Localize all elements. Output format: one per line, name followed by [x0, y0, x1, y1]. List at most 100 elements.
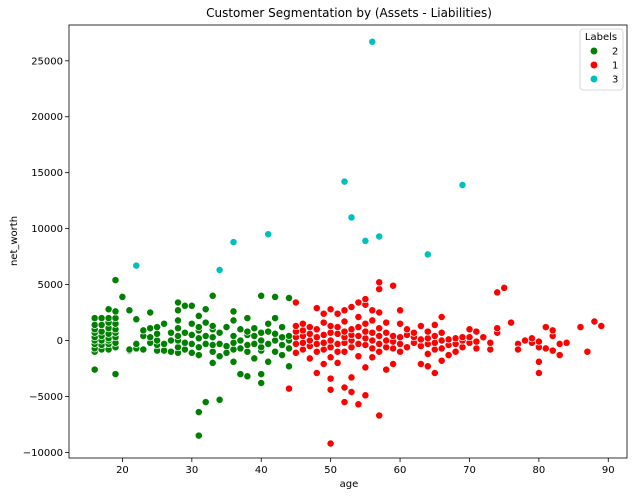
data-point-label-2	[187, 301, 196, 310]
data-point-label-2	[111, 314, 120, 323]
data-point-label-1	[361, 295, 370, 304]
data-point-label-2	[250, 339, 259, 348]
x-tick-label: 80	[532, 465, 545, 476]
data-point-label-2	[271, 336, 280, 345]
data-point-label-1	[444, 351, 453, 360]
data-point-label-1	[409, 328, 418, 337]
x-tick-label: 20	[116, 465, 129, 476]
data-point-label-1	[521, 336, 529, 345]
data-point-label-1	[430, 320, 439, 329]
legend: Labels 2 1 3	[579, 28, 624, 91]
data-point-label-2	[229, 316, 238, 325]
x-tick-label: 40	[255, 465, 268, 476]
data-point-label-1	[375, 332, 384, 340]
data-point-label-2	[229, 357, 238, 366]
data-point-label-1	[312, 304, 321, 313]
data-point-label-1	[340, 347, 349, 356]
data-point-label-2	[250, 332, 259, 340]
data-point-label-1	[319, 345, 328, 354]
data-point-label-1	[347, 373, 356, 382]
data-point-label-2	[125, 306, 134, 315]
data-point-label-2	[174, 306, 182, 315]
data-point-label-2	[139, 345, 148, 354]
data-point-label-2	[194, 351, 203, 360]
data-point-label-1	[430, 332, 439, 340]
data-point-label-2	[208, 333, 217, 342]
data-point-label-1	[493, 324, 502, 333]
data-point-label-2	[264, 339, 273, 348]
data-point-label-1	[319, 318, 328, 327]
x-tick-label: 60	[394, 465, 407, 476]
data-point-label-3	[368, 37, 377, 46]
data-point-label-2	[236, 336, 245, 345]
data-point-label-1	[472, 327, 481, 336]
y-tick-label: 10000	[31, 224, 63, 235]
legend-entries: 2 1 3	[589, 47, 618, 86]
data-point-label-2	[194, 311, 203, 320]
data-point-label-2	[243, 314, 252, 323]
data-point-label-2	[264, 357, 273, 366]
data-point-label-1	[347, 303, 356, 311]
data-point-label-3	[132, 261, 141, 270]
data-point-label-1	[493, 288, 502, 297]
data-point-label-1	[333, 309, 342, 318]
data-point-label-2	[174, 324, 182, 333]
data-point-label-1	[416, 322, 425, 330]
data-point-label-1	[527, 334, 536, 343]
data-point-label-1	[333, 339, 342, 348]
data-point-label-2	[90, 314, 99, 323]
data-point-label-1	[312, 369, 321, 377]
data-point-label-1	[326, 385, 335, 394]
data-point-label-2	[285, 332, 293, 340]
data-point-label-1	[437, 356, 446, 365]
data-point-label-3	[340, 177, 349, 186]
data-point-label-1	[333, 329, 342, 338]
data-point-label-2	[194, 334, 203, 343]
data-point-label-2	[201, 339, 210, 348]
data-point-label-2	[132, 315, 141, 324]
data-point-label-2	[111, 370, 120, 379]
data-point-label-1	[312, 333, 321, 342]
data-point-label-1	[354, 323, 363, 332]
data-point-label-1	[361, 319, 370, 328]
data-point-label-2	[264, 327, 273, 336]
data-point-label-1	[354, 298, 363, 307]
data-point-label-1	[389, 332, 398, 340]
data-point-label-1	[389, 360, 398, 368]
data-point-label-2	[194, 408, 203, 417]
data-point-label-2	[208, 291, 217, 300]
data-point-label-1	[486, 345, 495, 354]
data-point-label-2	[278, 351, 287, 360]
chart-title: Customer Segmentation by (Assets - Liabi…	[206, 6, 492, 20]
data-point-label-1	[382, 365, 391, 374]
data-point-label-1	[534, 357, 543, 366]
data-point-label-1	[326, 353, 335, 362]
data-point-label-1	[319, 338, 328, 347]
data-point-label-2	[97, 327, 106, 336]
data-point-label-1	[291, 339, 300, 348]
data-point-label-2	[90, 320, 99, 329]
data-point-label-2	[111, 276, 120, 285]
data-point-label-2	[257, 370, 266, 379]
data-point-label-3	[361, 236, 370, 245]
data-point-label-2	[285, 294, 293, 302]
data-point-label-2	[271, 329, 280, 338]
data-point-label-1	[444, 335, 453, 344]
data-point-label-2	[194, 343, 203, 352]
data-point-label-1	[562, 338, 571, 347]
data-point-label-1	[389, 281, 398, 290]
data-point-label-1	[333, 358, 342, 367]
data-point-label-1	[368, 353, 377, 362]
data-point-label-1	[534, 337, 543, 346]
data-point-label-2	[271, 347, 280, 356]
data-point-label-2	[139, 326, 148, 335]
data-point-label-1	[437, 328, 446, 337]
data-point-label-1	[375, 339, 384, 348]
data-point-label-1	[403, 343, 411, 352]
data-point-label-2	[146, 324, 155, 333]
data-point-label-1	[555, 339, 564, 348]
data-point-label-2	[201, 332, 210, 340]
data-point-label-1	[514, 345, 522, 354]
data-point-label-2	[187, 339, 196, 348]
